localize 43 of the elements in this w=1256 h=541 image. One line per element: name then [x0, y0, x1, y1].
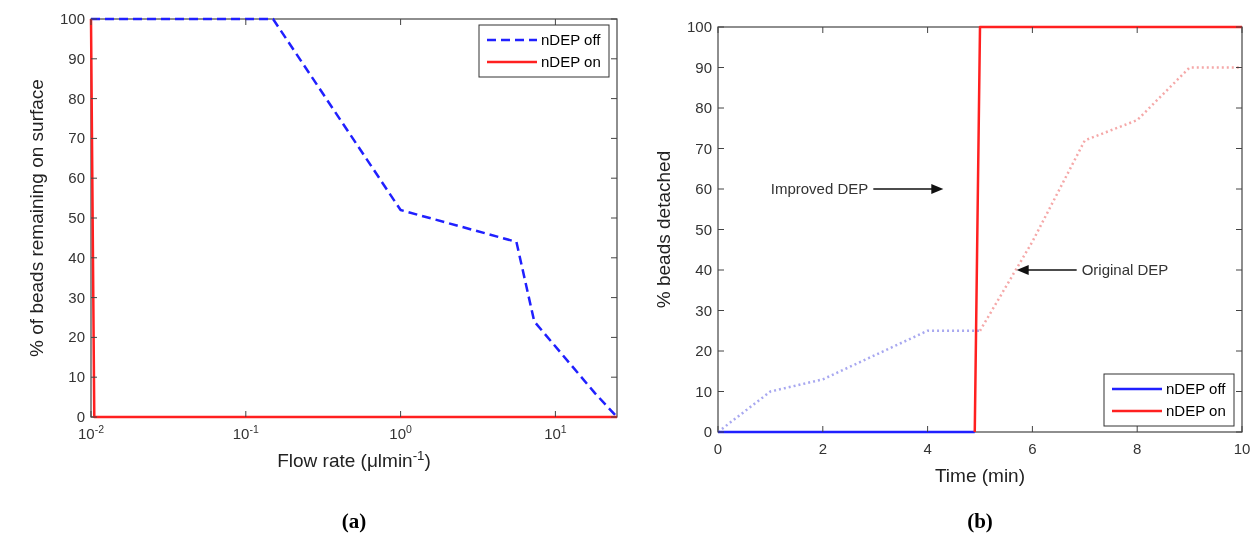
x-tick-label: 10$^{0}$ [389, 423, 413, 442]
x-tick-label: 10$^{-2}$ [77, 423, 105, 442]
text: (b) [967, 509, 993, 533]
y-tick-label: 90 [695, 58, 712, 76]
annotation: Original DEP [1081, 261, 1169, 278]
x-tick-label: 2 [818, 440, 827, 457]
x-axis-title: Flow rate (μlmin$^{-1}$) [277, 447, 431, 471]
y-tick-label: 50 [695, 220, 712, 238]
x-tick-label: 0 [713, 440, 723, 457]
legend-label: nDEP on [1166, 402, 1226, 419]
y-tick-label: 40 [68, 248, 85, 266]
y-tick-label: 60 [68, 169, 85, 187]
y-tick-label: 10 [68, 368, 85, 386]
y-tick-label: 100 [59, 10, 85, 27]
x-tick-label: 8 [1133, 440, 1142, 457]
y-tick-label: 100 [686, 18, 712, 35]
x-tick-label: 10$^{1}$ [544, 423, 567, 442]
y-tick-label: 80 [695, 99, 712, 116]
y-tick-label: 50 [68, 209, 85, 226]
x-tick-label: 10 [1233, 440, 1251, 457]
y-tick-label: 40 [695, 261, 712, 278]
y-axis-title: % of beads remaining on surface [26, 79, 47, 357]
annotation: Improved DEP [770, 180, 869, 197]
legend-label: nDEP off [1166, 380, 1227, 397]
legend-label: nDEP off [541, 31, 602, 48]
y-tick-label: 60 [695, 180, 712, 197]
y-tick-label: 30 [695, 301, 712, 319]
text: (a) [341, 509, 367, 533]
y-tick-label: 70 [695, 139, 712, 157]
y-tick-label: 20 [68, 328, 85, 346]
x-tick-label: 6 [1028, 440, 1037, 457]
x-axis-title: Time (min) [934, 465, 1026, 486]
y-tick-label: 70 [68, 129, 85, 147]
y-tick-label: 80 [68, 89, 85, 107]
x-tick-label: 10$^{-1}$ [232, 423, 259, 442]
legend-label: nDEP on [541, 53, 601, 70]
y-tick-label: 30 [68, 288, 85, 306]
y-tick-label: 0 [76, 408, 85, 425]
y-tick-label: 20 [695, 342, 712, 359]
y-tick-label: 10 [695, 382, 712, 400]
x-tick-label: 4 [923, 440, 932, 457]
y-axis-title: % beads detached [653, 150, 674, 309]
y-tick-label: 90 [68, 49, 85, 67]
